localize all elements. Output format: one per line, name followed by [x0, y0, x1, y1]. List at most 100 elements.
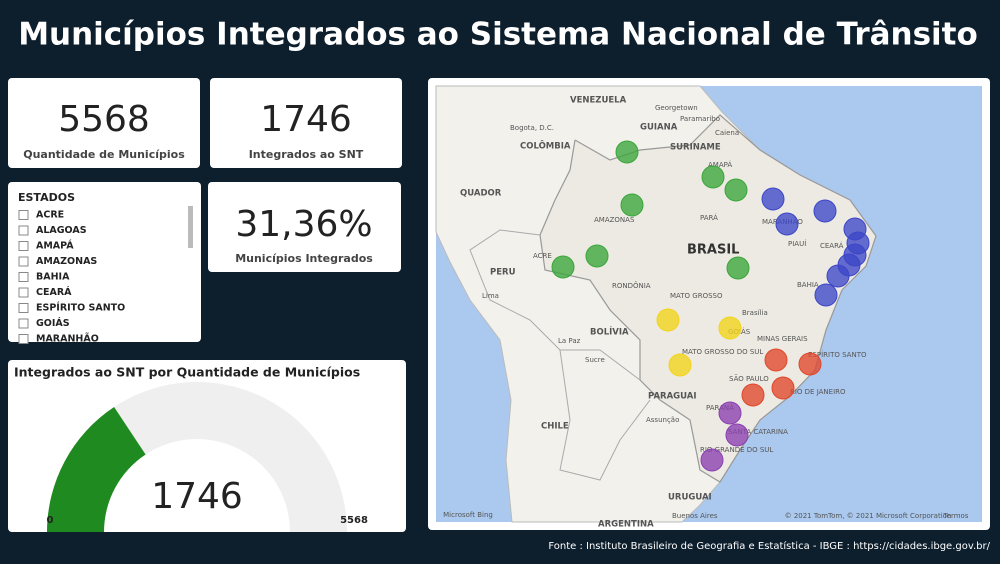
checkbox[interactable] — [18, 256, 29, 267]
slicer-item: ALAGOAS — [36, 225, 87, 236]
map-label: MATO GROSSO DO SUL — [682, 348, 763, 356]
map-marker — [668, 353, 692, 377]
map-marker — [764, 348, 788, 372]
map-marker — [718, 401, 742, 425]
map-marker — [700, 448, 724, 472]
slicer-item: ACRE — [36, 210, 64, 221]
gauge-max-label: 5568 — [340, 515, 368, 526]
slicer-item: AMAZONAS — [36, 256, 97, 267]
map-label: Termos — [943, 512, 969, 520]
map-label: ACRE — [533, 252, 552, 260]
map-label: SÃO PAULO — [729, 374, 769, 383]
gauge-value — [47, 406, 146, 532]
map-label: Assunção — [646, 416, 679, 424]
slicer-title: ESTADOS — [18, 191, 75, 204]
map-label: © 2021 TomTom, © 2021 Microsoft Corporat… — [785, 512, 952, 520]
map-label: Bogota, D.C. — [510, 124, 554, 132]
map-label: PIAUÍ — [788, 239, 806, 248]
map-label: RIO DE JANEIRO — [790, 388, 846, 396]
map-marker — [761, 187, 785, 211]
checkbox[interactable] — [18, 272, 29, 282]
map-label: SANTA CATARINA — [728, 428, 788, 436]
slicer-list: ACRE ALAGOAS AMAPÁ AMAZONAS BAHIA CEARÁ ESPÍRI… — [18, 210, 125, 345]
scrollbar[interactable] — [188, 206, 193, 248]
kpi-value: 5568 — [58, 99, 150, 140]
map-label: Paramaribo — [680, 115, 720, 123]
checkbox[interactable] — [18, 318, 29, 329]
border — [469, 229, 641, 381]
kpi-value: 31,36% — [235, 204, 372, 245]
checkbox[interactable] — [18, 287, 29, 298]
map-label: MATO GROSSO — [670, 292, 723, 300]
slicer-item: MARANHÃO — [36, 334, 99, 345]
map-label: Brasília — [742, 309, 768, 317]
map-marker — [724, 178, 748, 202]
checkbox[interactable] — [18, 334, 29, 344]
map-label: Caiena — [715, 129, 739, 137]
slicer-item: AMAPÁ — [36, 240, 74, 252]
checkbox[interactable] — [18, 241, 29, 251]
map-label: Microsoft Bing — [443, 511, 493, 519]
map-label: COLÔMBIA — [520, 140, 571, 152]
map-label: RIO GRANDE DO SUL — [700, 446, 773, 454]
map-label: MINAS GERAIS — [757, 335, 808, 343]
map-label: Buenos Aires — [672, 512, 718, 520]
map-label: PERU — [490, 268, 516, 278]
map-label: BOLÍVIA — [590, 326, 629, 338]
map-marker — [551, 255, 575, 279]
map-marker — [725, 423, 749, 447]
border — [559, 349, 651, 481]
footer-source: Fonte : Instituto Brasileiro de Geografi… — [548, 540, 990, 552]
map-marker — [620, 193, 644, 217]
map-label: CHILE — [541, 422, 569, 432]
map-label: Lima — [482, 292, 499, 300]
map-label: CEARÁ — [820, 241, 844, 250]
kpi-label: Quantidade de Municípios — [23, 148, 185, 161]
checkbox[interactable] — [18, 210, 29, 220]
map-label: VENEZUELA — [570, 96, 627, 106]
map-marker — [771, 376, 795, 400]
map-label: RONDÔNIA — [612, 281, 651, 290]
map-marker — [826, 264, 850, 288]
kpi-card — [208, 182, 401, 272]
map-label: AMAPÁ — [708, 160, 732, 169]
slicer-item: GOIÁS — [36, 317, 70, 329]
map-marker — [585, 244, 609, 268]
checkbox[interactable] — [18, 225, 29, 236]
map-label: QUADOR — [460, 189, 502, 199]
map-label: Sucre — [585, 356, 605, 364]
map-marker — [726, 256, 750, 280]
kpi-label: Integrados ao SNT — [249, 148, 364, 161]
map-marker — [741, 383, 765, 407]
map-marker — [775, 212, 799, 236]
map-label: AMAZONAS — [594, 216, 635, 224]
slicer-item: ESPÍRITO SANTO — [36, 302, 125, 314]
map-label: BAHIA — [797, 281, 819, 289]
map-label: Georgetown — [655, 104, 698, 112]
map-label: GUIANA — [640, 123, 678, 133]
gauge-title: Integrados ao SNT por Quantidade de Muni… — [14, 365, 360, 380]
kpi-card — [8, 78, 200, 168]
kpi-value: 1746 — [260, 99, 352, 140]
map-label: PARAGUAI — [648, 392, 697, 402]
map-label: SURINAME — [670, 143, 721, 153]
map-marker — [701, 165, 725, 189]
map-label: La Paz — [558, 337, 581, 345]
map-marker — [813, 199, 837, 223]
map-label: ESPÍRITO SANTO — [808, 350, 867, 359]
page-title: Municípios Integrados ao Sistema Naciona… — [18, 17, 978, 53]
map-marker — [615, 140, 639, 164]
map-label: URUGUAI — [668, 493, 712, 503]
gauge-min-label: 0 — [47, 515, 54, 526]
map-label: BRASIL — [687, 243, 739, 258]
kpi-label: Municípios Integrados — [235, 252, 373, 265]
gauge-value-label: 1746 — [151, 476, 243, 517]
slicer-item: CEARÁ — [36, 286, 72, 298]
map-label: PARÁ — [700, 213, 718, 222]
checkbox[interactable] — [18, 303, 29, 313]
slicer-card — [8, 182, 201, 342]
gauge: 1746 0 5568 — [47, 382, 368, 532]
map-label: ARGENTINA — [598, 520, 654, 530]
